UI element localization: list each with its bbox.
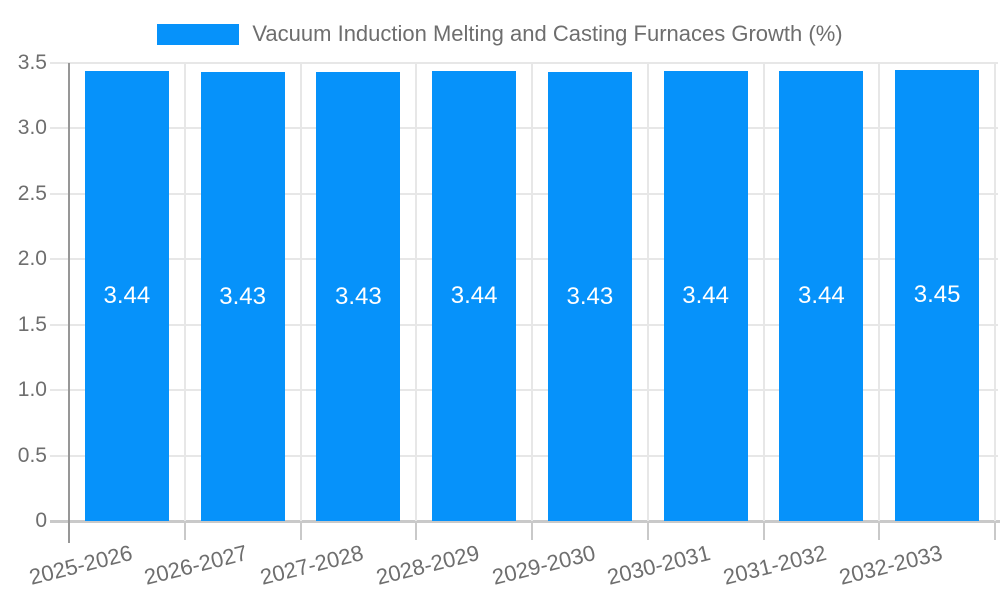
x-axis-tick: [762, 523, 765, 540]
x-axis-tick: [299, 523, 302, 540]
h-gridline: [50, 258, 998, 261]
v-gridline: [646, 63, 649, 521]
y-tick-label: 1.5: [17, 312, 47, 336]
x-tick-label: 2028-2029: [373, 540, 482, 590]
bar: 3.43: [200, 72, 285, 521]
x-tick-label: 2031-2032: [720, 540, 829, 590]
v-gridline: [415, 63, 418, 521]
chart-title: Vacuum Induction Melting and Casting Fur…: [252, 21, 843, 46]
bar: 3.44: [432, 70, 517, 521]
bar-value-label: 3.43: [219, 282, 266, 310]
y-tick-label: 0: [35, 509, 47, 532]
bar-value-label: 3.44: [798, 281, 845, 309]
bar-value-label: 3.44: [103, 281, 151, 309]
x-axis-baseline: [50, 520, 1000, 523]
v-gridline: [299, 63, 302, 521]
x-axis-tick: [878, 523, 881, 540]
bar-value-label: 3.43: [335, 282, 382, 310]
y-tick-label: 3.0: [17, 116, 47, 140]
x-axis-tick: [646, 523, 649, 540]
bar: 3.43: [547, 72, 632, 521]
y-axis-line: [68, 63, 70, 543]
legend-swatch-icon: [157, 23, 240, 45]
y-tick-label: 2.0: [17, 247, 47, 271]
x-tick-label: 2032-2033: [836, 540, 945, 590]
x-axis-tick: [415, 523, 418, 540]
bar: 3.44: [779, 70, 864, 521]
h-gridline: [50, 323, 998, 326]
bar: 3.44: [663, 70, 748, 521]
x-axis-tick: [183, 523, 186, 540]
h-gridline: [50, 389, 998, 392]
x-tick-label: 2030-2031: [605, 540, 714, 590]
y-tick-label: 3.5: [17, 51, 47, 74]
v-gridline: [878, 63, 881, 521]
bar: 3.43: [316, 72, 401, 521]
x-tick-label: 2025-2026: [26, 540, 135, 590]
bar: 3.45: [895, 69, 980, 521]
x-tick-label: 2026-2027: [142, 540, 251, 590]
bar-value-label: 3.43: [566, 282, 614, 310]
v-gridline: [762, 63, 765, 521]
y-tick-label: 2.5: [17, 181, 47, 205]
v-gridline: [183, 63, 186, 521]
v-gridline: [994, 63, 996, 521]
h-gridline: [50, 454, 998, 457]
h-gridline: [50, 127, 998, 130]
h-gridline: [50, 192, 998, 195]
x-tick-label: 2029-2030: [489, 540, 598, 590]
y-tick-label: 1.0: [17, 378, 47, 402]
x-axis-tick: [531, 523, 533, 540]
bar-value-label: 3.44: [450, 281, 498, 309]
x-axis-tick: [994, 523, 996, 540]
bar: 3.44: [84, 70, 169, 521]
h-gridline: [50, 62, 998, 64]
x-tick-label: 2027-2028: [257, 540, 366, 590]
bar-value-label: 3.44: [682, 281, 729, 309]
bar-value-label: 3.45: [913, 281, 961, 309]
y-tick-label: 0.5: [17, 443, 47, 467]
chart-legend: Vacuum Induction Melting and Casting Fur…: [0, 20, 1000, 48]
v-gridline: [531, 63, 533, 521]
